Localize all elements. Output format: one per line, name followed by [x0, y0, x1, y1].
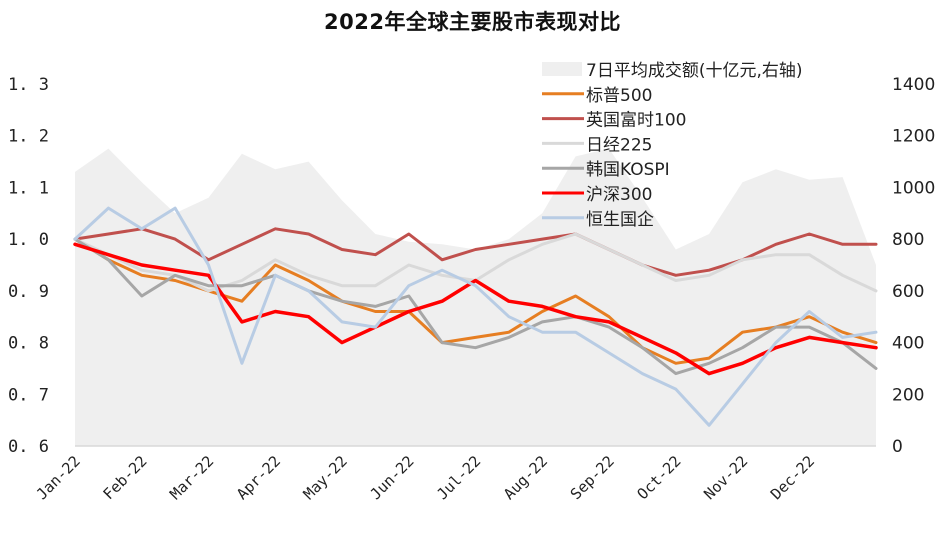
left-tick-label: 1. 2 — [8, 127, 49, 147]
left-tick-label: 0. 9 — [8, 282, 49, 302]
x-tick-label: Jan-22 — [33, 452, 84, 503]
turnover-area — [75, 148, 876, 446]
right-tick-label: 1400 — [892, 75, 935, 95]
right-tick-label: 1200 — [892, 127, 935, 147]
x-tick-label: Nov-22 — [700, 452, 751, 503]
x-tick-label: Feb-22 — [100, 452, 151, 503]
right-tick-label: 400 — [892, 334, 924, 354]
left-tick-label: 1. 3 — [8, 75, 49, 95]
x-tick-label: Jun-22 — [367, 452, 418, 503]
x-tick-label: Apr-22 — [233, 452, 284, 503]
series-line-4 — [73, 242, 878, 376]
right-y-axis: 1400 1200 1000 800 600 400 200 0 — [892, 75, 935, 457]
legend-swatch-area — [542, 62, 582, 76]
left-tick-label: 1. 1 — [8, 178, 49, 198]
x-tick-label: Dec-22 — [767, 452, 818, 503]
legend-label: 标普500 — [586, 86, 652, 106]
right-tick-label: 200 — [892, 385, 924, 405]
x-axis-labels: Jan-22 Feb-22 Mar-22 Apr-22 May-22 Jun-22 Jul-… — [33, 452, 818, 503]
legend-label: 英国富时100 — [586, 111, 686, 131]
legend-label: 沪深300 — [586, 185, 652, 205]
legend: 7日平均成交额(十亿元,右轴) 标普500 英国富时100 日经225 韩国KOSPI 沪… — [542, 61, 802, 230]
turnover-area-shape — [75, 148, 876, 446]
left-tick-label: 0. 7 — [8, 385, 49, 405]
legend-label: 日经225 — [586, 135, 652, 155]
left-tick-label: 0. 6 — [8, 437, 49, 457]
left-y-axis: 1. 3 1. 2 1. 1 1. 0 0. 9 0. 8 0. 7 0. 6 — [8, 75, 49, 457]
series-lines — [73, 206, 878, 427]
x-tick-label: May-22 — [300, 452, 351, 503]
x-tick-label: Jul-22 — [433, 452, 484, 503]
right-tick-label: 1000 — [892, 178, 935, 198]
legend-label: 7日平均成交额(十亿元,右轴) — [586, 61, 802, 81]
x-tick-label: Sep-22 — [567, 452, 618, 503]
right-tick-label: 0 — [892, 437, 903, 457]
series-line-5 — [73, 206, 878, 427]
chart-title: 2022年全球主要股市表现对比 — [324, 10, 621, 34]
x-tick-label: Aug-22 — [500, 452, 551, 503]
right-tick-label: 600 — [892, 282, 924, 302]
x-tick-label: Mar-22 — [166, 452, 217, 503]
series-line-3 — [73, 237, 878, 376]
x-tick-label: Oct-22 — [634, 452, 685, 503]
legend-label: 韩国KOSPI — [586, 160, 670, 180]
left-tick-label: 0. 8 — [8, 334, 49, 354]
right-tick-label: 800 — [892, 230, 924, 250]
left-tick-label: 1. 0 — [8, 230, 49, 250]
legend-label: 恒生国企 — [586, 210, 654, 230]
